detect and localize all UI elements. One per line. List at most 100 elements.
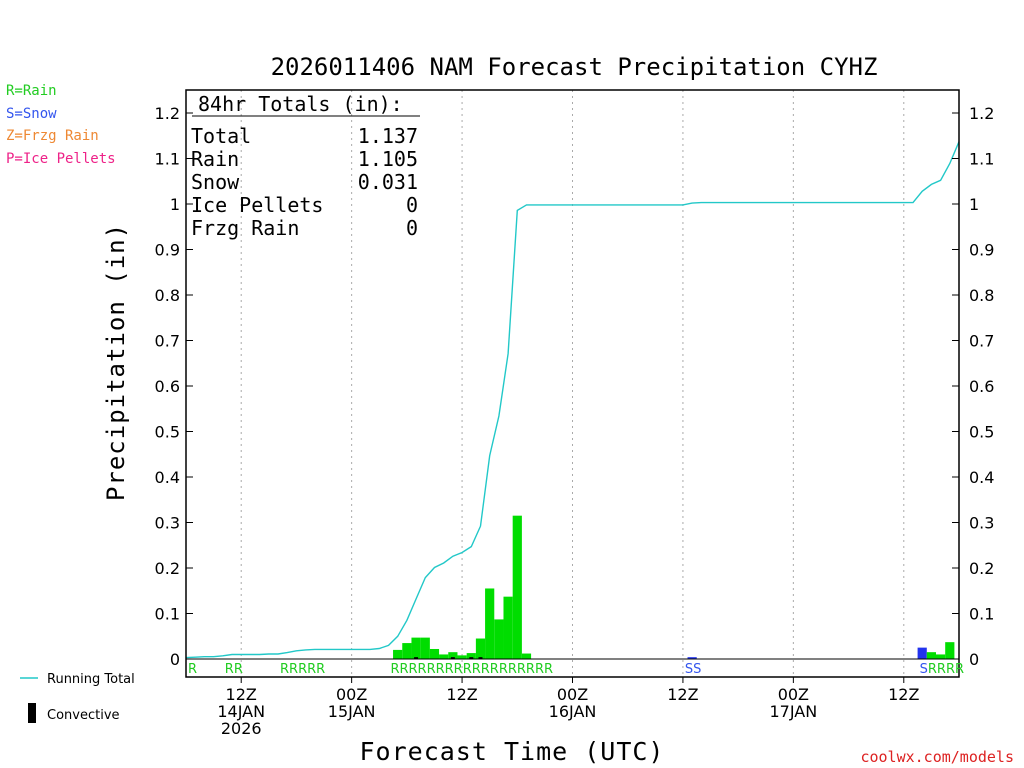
x-tick-label: 17JAN — [769, 702, 817, 721]
y-tick-label: 0.9 — [969, 241, 994, 260]
precip-bar — [935, 654, 946, 659]
y-tick-label: 1.1 — [155, 150, 180, 169]
x-tick-label: 00Z — [778, 685, 809, 704]
precip-bars — [393, 515, 955, 659]
convective-legend-label: Convective — [47, 708, 120, 723]
y-tick-label: 0.1 — [969, 605, 994, 624]
totals-row-label: Snow — [191, 170, 240, 194]
ptype-key-snow: S=Snow — [6, 105, 57, 122]
totals-row-label: Rain — [191, 147, 239, 171]
y-tick-label: 0.7 — [155, 332, 180, 351]
totals-row-label: Ice Pellets — [191, 193, 323, 217]
y-tick-label: 0 — [969, 650, 979, 669]
chart-title: 2026011406 NAM Forecast Precipitation CY… — [271, 53, 878, 81]
precip-bar — [439, 654, 449, 659]
ptype-strip: R RR RRRRR RRRRRRRRRRRRRRRRRR SS SRRRR — [188, 662, 964, 677]
totals-header: 84hr Totals (in): — [198, 92, 403, 116]
ptype-strip-label: RRRRR — [280, 662, 325, 677]
x-axis-label: Forecast Time (UTC) — [360, 737, 665, 766]
ptype-strip-label: R — [188, 662, 197, 677]
totals-row-value: 0 — [406, 193, 418, 217]
y-tick-label: 0.1 — [155, 605, 180, 624]
y-axis-label: Precipitation (in) — [102, 223, 130, 501]
ptype-strip-label: SS — [685, 662, 702, 677]
y-tick-label: 0.4 — [969, 468, 994, 487]
y-tick-label: 0.6 — [155, 377, 180, 396]
precip-bar — [448, 652, 458, 659]
precip-bar — [466, 653, 476, 659]
totals-box: 84hr Totals (in): Total 1.137 Rain 1.105 Snow… — [191, 92, 420, 240]
running-total-line — [185, 141, 960, 659]
totals-row-value: 0 — [406, 216, 418, 240]
convective-bar — [478, 657, 483, 659]
precip-bar — [494, 619, 504, 659]
precip-bar — [521, 653, 532, 659]
y-tick-label: 0.3 — [155, 514, 180, 533]
y-tick-label: 1 — [170, 195, 180, 214]
y-tick-label: 0.5 — [969, 423, 994, 442]
totals-row-value: 0.031 — [358, 170, 418, 194]
y-tick-label: 0 — [170, 650, 180, 669]
y-tick-label: 0.7 — [969, 332, 994, 351]
totals-row-value: 1.137 — [358, 124, 418, 148]
x-tick-label: 00Z — [557, 685, 588, 704]
precip-bar — [457, 655, 467, 659]
y-tick-label: 0.8 — [969, 286, 994, 305]
y-axis-left: 0 0.1 0.2 0.3 0.4 0.5 0.6 0.7 0.8 0.9 1 1.1 1.2 — [155, 104, 193, 669]
credit-text: coolwx.com/models — [860, 748, 1014, 766]
ptype-key-frzg-rain: Z=Frzg Rain — [6, 128, 99, 144]
ptype-key-rain: R=Rain — [6, 83, 57, 99]
x-tick-label: 15JAN — [328, 702, 376, 721]
x-tick-label: 00Z — [336, 685, 367, 704]
totals-row-value: 1.105 — [358, 147, 418, 171]
precip-bar — [402, 643, 412, 659]
x-tick-label: 2026 — [221, 719, 262, 738]
y-tick-label: 1.2 — [969, 104, 994, 123]
y-tick-label: 0.3 — [969, 514, 994, 533]
precip-bar — [687, 657, 697, 659]
ptype-strip-label: SRRRR — [920, 662, 964, 677]
x-tick-label: 12Z — [888, 685, 919, 704]
x-tick-label: 12Z — [667, 685, 698, 704]
y-tick-label: 1 — [969, 195, 979, 214]
x-tick-label: 16JAN — [549, 702, 597, 721]
x-tick-label: 12Z — [446, 685, 477, 704]
precip-bar — [475, 638, 486, 659]
precip-bar — [503, 596, 513, 659]
y-tick-label: 0.9 — [155, 241, 180, 260]
ptype-key-ice-pellets: P=Ice Pellets — [6, 150, 116, 167]
totals-row-label: Total — [191, 124, 251, 148]
x-tick-label: 14JAN — [217, 702, 265, 721]
precip-bar — [485, 588, 495, 659]
convective-bars — [414, 657, 483, 659]
vertical-grid — [240, 90, 905, 677]
convective-legend-swatch — [28, 703, 36, 723]
precip-bar — [420, 637, 430, 659]
ptype-strip-label: RR — [225, 662, 243, 677]
y-tick-label: 0.8 — [155, 286, 180, 305]
y-tick-label: 0.6 — [969, 377, 994, 396]
precip-bar — [512, 515, 522, 659]
precip-bar — [429, 648, 440, 659]
ptype-key: R=Rain S=Snow Z=Frzg Rain P=Ice Pellets — [6, 80, 116, 170]
y-tick-label: 0.5 — [155, 423, 180, 442]
precip-bar — [917, 647, 927, 659]
precip-bar — [926, 652, 936, 659]
precip-bar — [411, 637, 421, 659]
y-tick-label: 0.4 — [155, 468, 180, 487]
ptype-strip-label: RRRRRRRRRRRRRRRRRR — [390, 662, 553, 677]
y-tick-label: 1.1 — [969, 150, 994, 169]
y-tick-label: 0.2 — [155, 559, 180, 578]
running-total-legend-label: Running Total — [47, 672, 135, 687]
y-tick-label: 0.2 — [969, 559, 994, 578]
convective-bar — [469, 657, 474, 659]
precip-bar — [945, 642, 955, 659]
convective-bar — [414, 657, 419, 659]
totals-row-label: Frzg Rain — [191, 216, 299, 240]
convective-bar — [450, 657, 455, 659]
x-tick-label: 12Z — [226, 685, 257, 704]
y-tick-label: 1.2 — [155, 104, 180, 123]
precip-bar — [393, 649, 403, 659]
